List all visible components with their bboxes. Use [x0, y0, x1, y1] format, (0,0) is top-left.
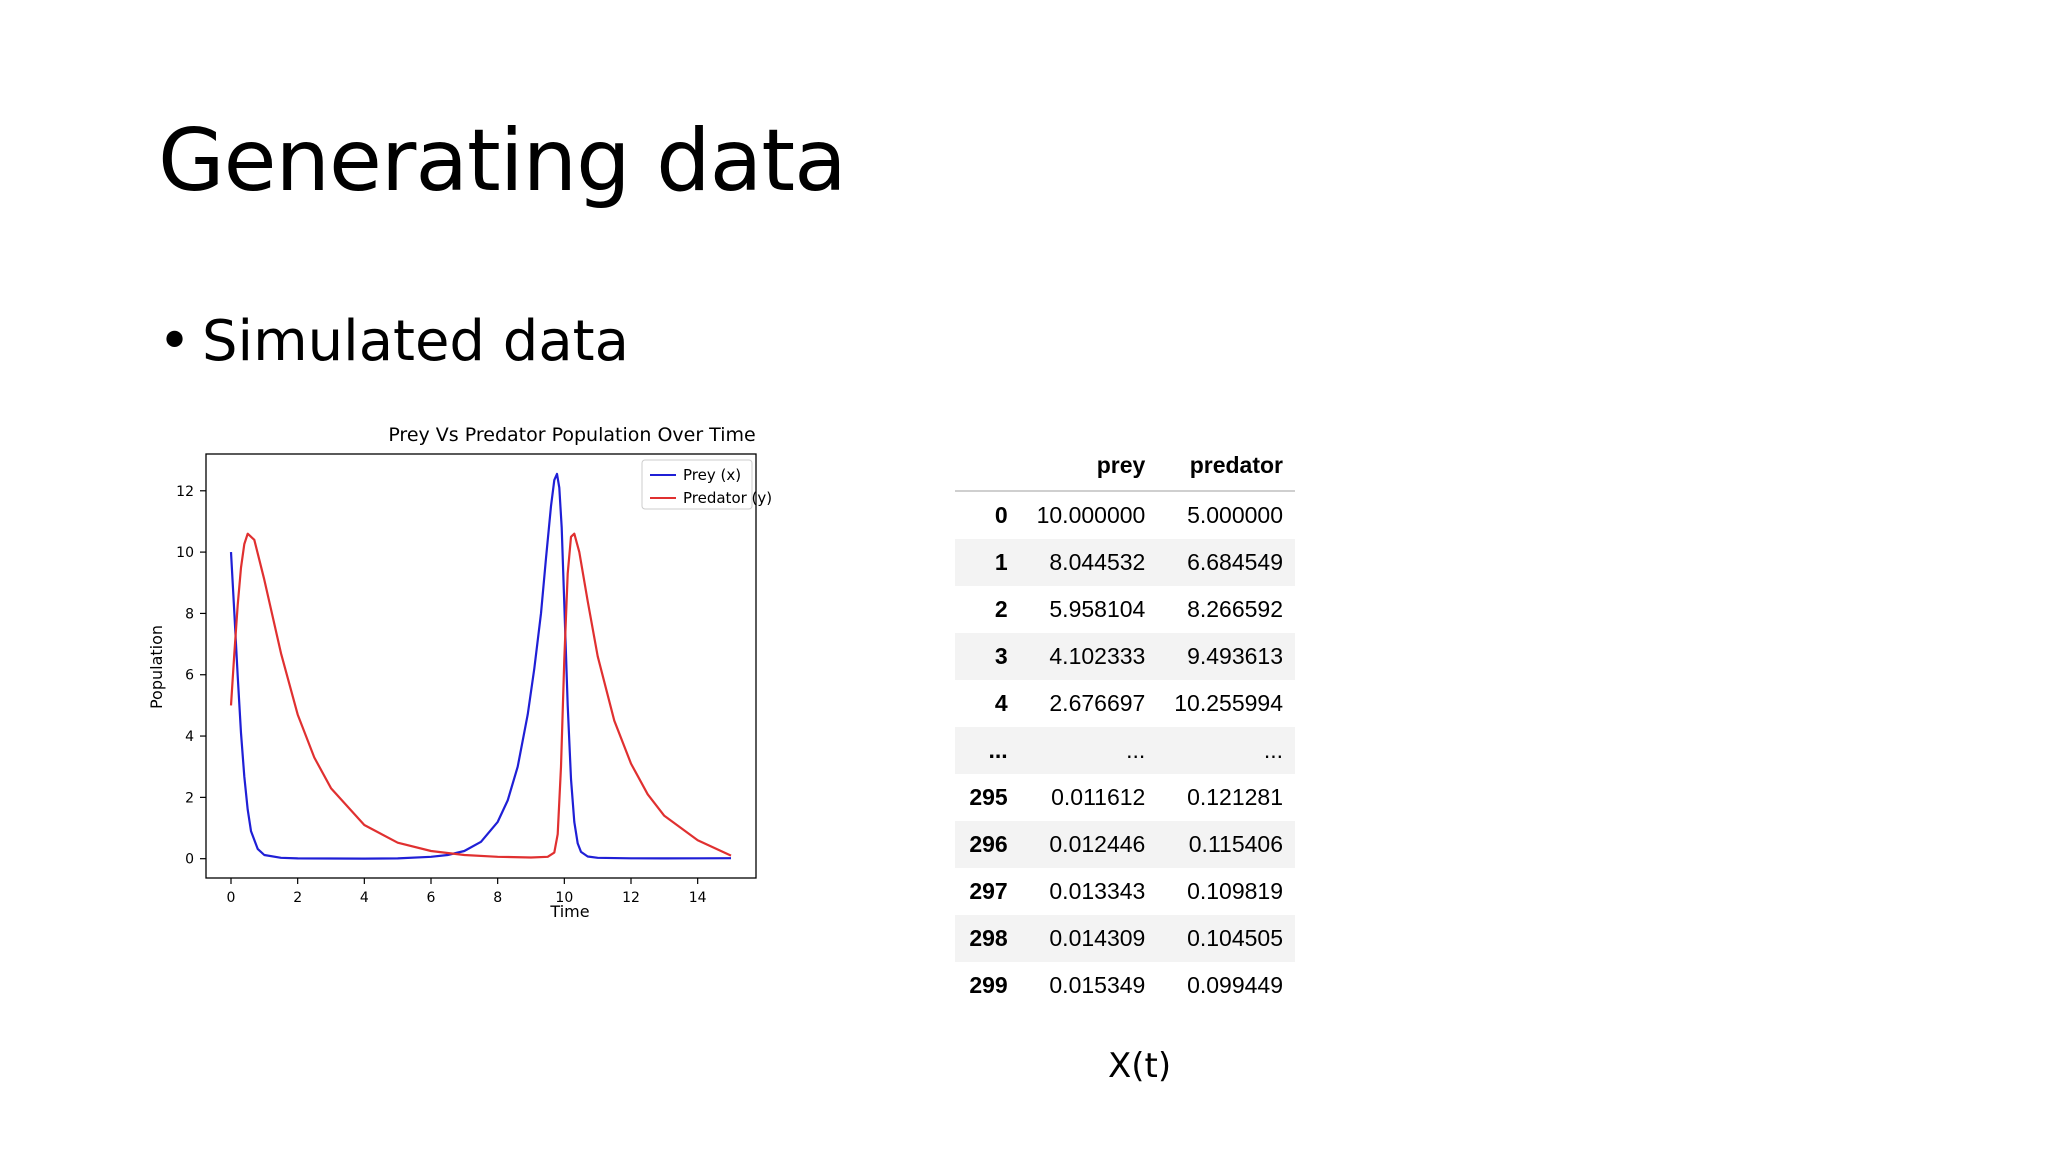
predator-cell: 0.104505 [1187, 925, 1283, 951]
table-row: ......... [955, 727, 1295, 774]
population-chart: Prey Vs Predator Population Over Time 0 2… [140, 420, 940, 1070]
table-row: 1 8.044532 6.684549 [955, 539, 1295, 586]
axis-ticks: 0 2 4 6 8 10 12 14 0 2 4 6 8 10 12 [176, 484, 706, 906]
row-index: 0 [994, 502, 1008, 528]
y-tick-label: 0 [185, 852, 194, 868]
predator-series-line [229, 532, 732, 859]
x-tick-label: 10 [555, 890, 573, 906]
prey-cell: 0.012446 [1049, 831, 1146, 857]
x-axis-label: Time [549, 902, 589, 921]
legend: Prey (x) Predator (y) [641, 459, 772, 510]
row-index: ... [988, 737, 1008, 763]
row-index: 298 [969, 925, 1008, 951]
prey-cell: 4.102333 [1049, 643, 1146, 669]
chart-svg: Prey Vs Predator Population Over Time 0 2… [147, 424, 772, 921]
prey-cell: 10.000000 [1036, 502, 1146, 528]
x-tick-label: 14 [689, 890, 707, 906]
y-tick-label: 8 [185, 606, 194, 622]
x-tick-label: 12 [622, 890, 640, 906]
table-header-row: prey predator [955, 440, 1295, 492]
y-axis-label: Population [147, 625, 166, 709]
y-tick-label: 10 [176, 545, 194, 561]
predator-cell: 0.121281 [1187, 784, 1283, 810]
table-body: 0 10.000000 5.000000 1 8.044532 6.684549 2 5.95… [955, 491, 1295, 1009]
predator-cell: 5.000000 [1187, 502, 1283, 528]
predator-cell: 8.266592 [1187, 596, 1283, 622]
predator-cell: 9.493613 [1187, 643, 1283, 669]
prey-cell: 2.676697 [1049, 690, 1146, 716]
table-row: 297 0.013343 0.109819 [955, 868, 1295, 915]
table-row: 298 0.014309 0.104505 [955, 915, 1295, 962]
series-lines [229, 472, 732, 860]
prey-cell: 0.011612 [1051, 784, 1146, 810]
y-tick-label: 12 [176, 484, 194, 500]
predator-cell: 0.115406 [1188, 831, 1283, 857]
xt-caption: X(t) [1108, 1046, 1172, 1086]
prey-cell: 5.958104 [1049, 596, 1146, 622]
table-row: 0 10.000000 5.000000 [955, 491, 1295, 539]
row-index: 295 [969, 784, 1008, 810]
slide-title: Generating data [158, 111, 847, 211]
index-header [955, 440, 1020, 492]
predator-cell: 6.684549 [1187, 549, 1283, 575]
table-row: 295 0.011612 0.121281 [955, 774, 1295, 821]
row-index: 299 [969, 972, 1008, 998]
prey-cell: 0.015349 [1049, 972, 1146, 998]
legend-prey-label: Prey (x) [683, 466, 741, 484]
dataframe-table: prey predator 0 10.000000 5.000000 1 8.04453… [955, 440, 1295, 1009]
prey-cell: 0.014309 [1049, 925, 1146, 951]
y-tick-label: 6 [185, 668, 194, 684]
prey-cell: 8.044532 [1049, 549, 1146, 575]
predator-cell: 0.109819 [1187, 878, 1283, 904]
table-row: 296 0.012446 0.115406 [955, 821, 1295, 868]
bullet-text: Simulated data [202, 309, 629, 374]
y-tick-label: 4 [185, 729, 194, 745]
predator-cell: 0.099449 [1187, 972, 1283, 998]
legend-predator-label: Predator (y) [683, 489, 772, 507]
x-tick-label: 0 [227, 890, 236, 906]
row-index: 1 [994, 549, 1008, 575]
row-index: 4 [994, 690, 1008, 716]
predator-header: predator [1157, 440, 1295, 492]
predator-cell: ... [1263, 737, 1283, 763]
bullet-dot-icon: • [158, 309, 192, 374]
predator-cell: 10.255994 [1174, 690, 1283, 716]
y-tick-label: 2 [185, 790, 194, 806]
bullet-point: • Simulated data [158, 314, 629, 370]
table-row: 3 4.102333 9.493613 [955, 633, 1295, 680]
prey-header: prey [1019, 440, 1158, 492]
prey-series-line [229, 472, 732, 860]
prey-cell: 0.013343 [1049, 878, 1146, 904]
x-tick-label: 4 [360, 890, 369, 906]
row-index: 3 [994, 643, 1008, 669]
chart-title: Prey Vs Predator Population Over Time [388, 424, 755, 446]
row-index: 2 [994, 596, 1008, 622]
table-row: 299 0.015349 0.099449 [955, 962, 1295, 1009]
row-index: 296 [969, 831, 1008, 857]
table-row: 2 5.958104 8.266592 [955, 586, 1295, 633]
plot-frame [205, 453, 757, 879]
row-index: 297 [969, 878, 1008, 904]
x-tick-label: 8 [493, 890, 502, 906]
table-row: 4 2.676697 10.255994 [955, 680, 1295, 727]
x-tick-label: 6 [427, 890, 436, 906]
x-tick-label: 2 [293, 890, 302, 906]
prey-cell: ... [1126, 737, 1146, 763]
